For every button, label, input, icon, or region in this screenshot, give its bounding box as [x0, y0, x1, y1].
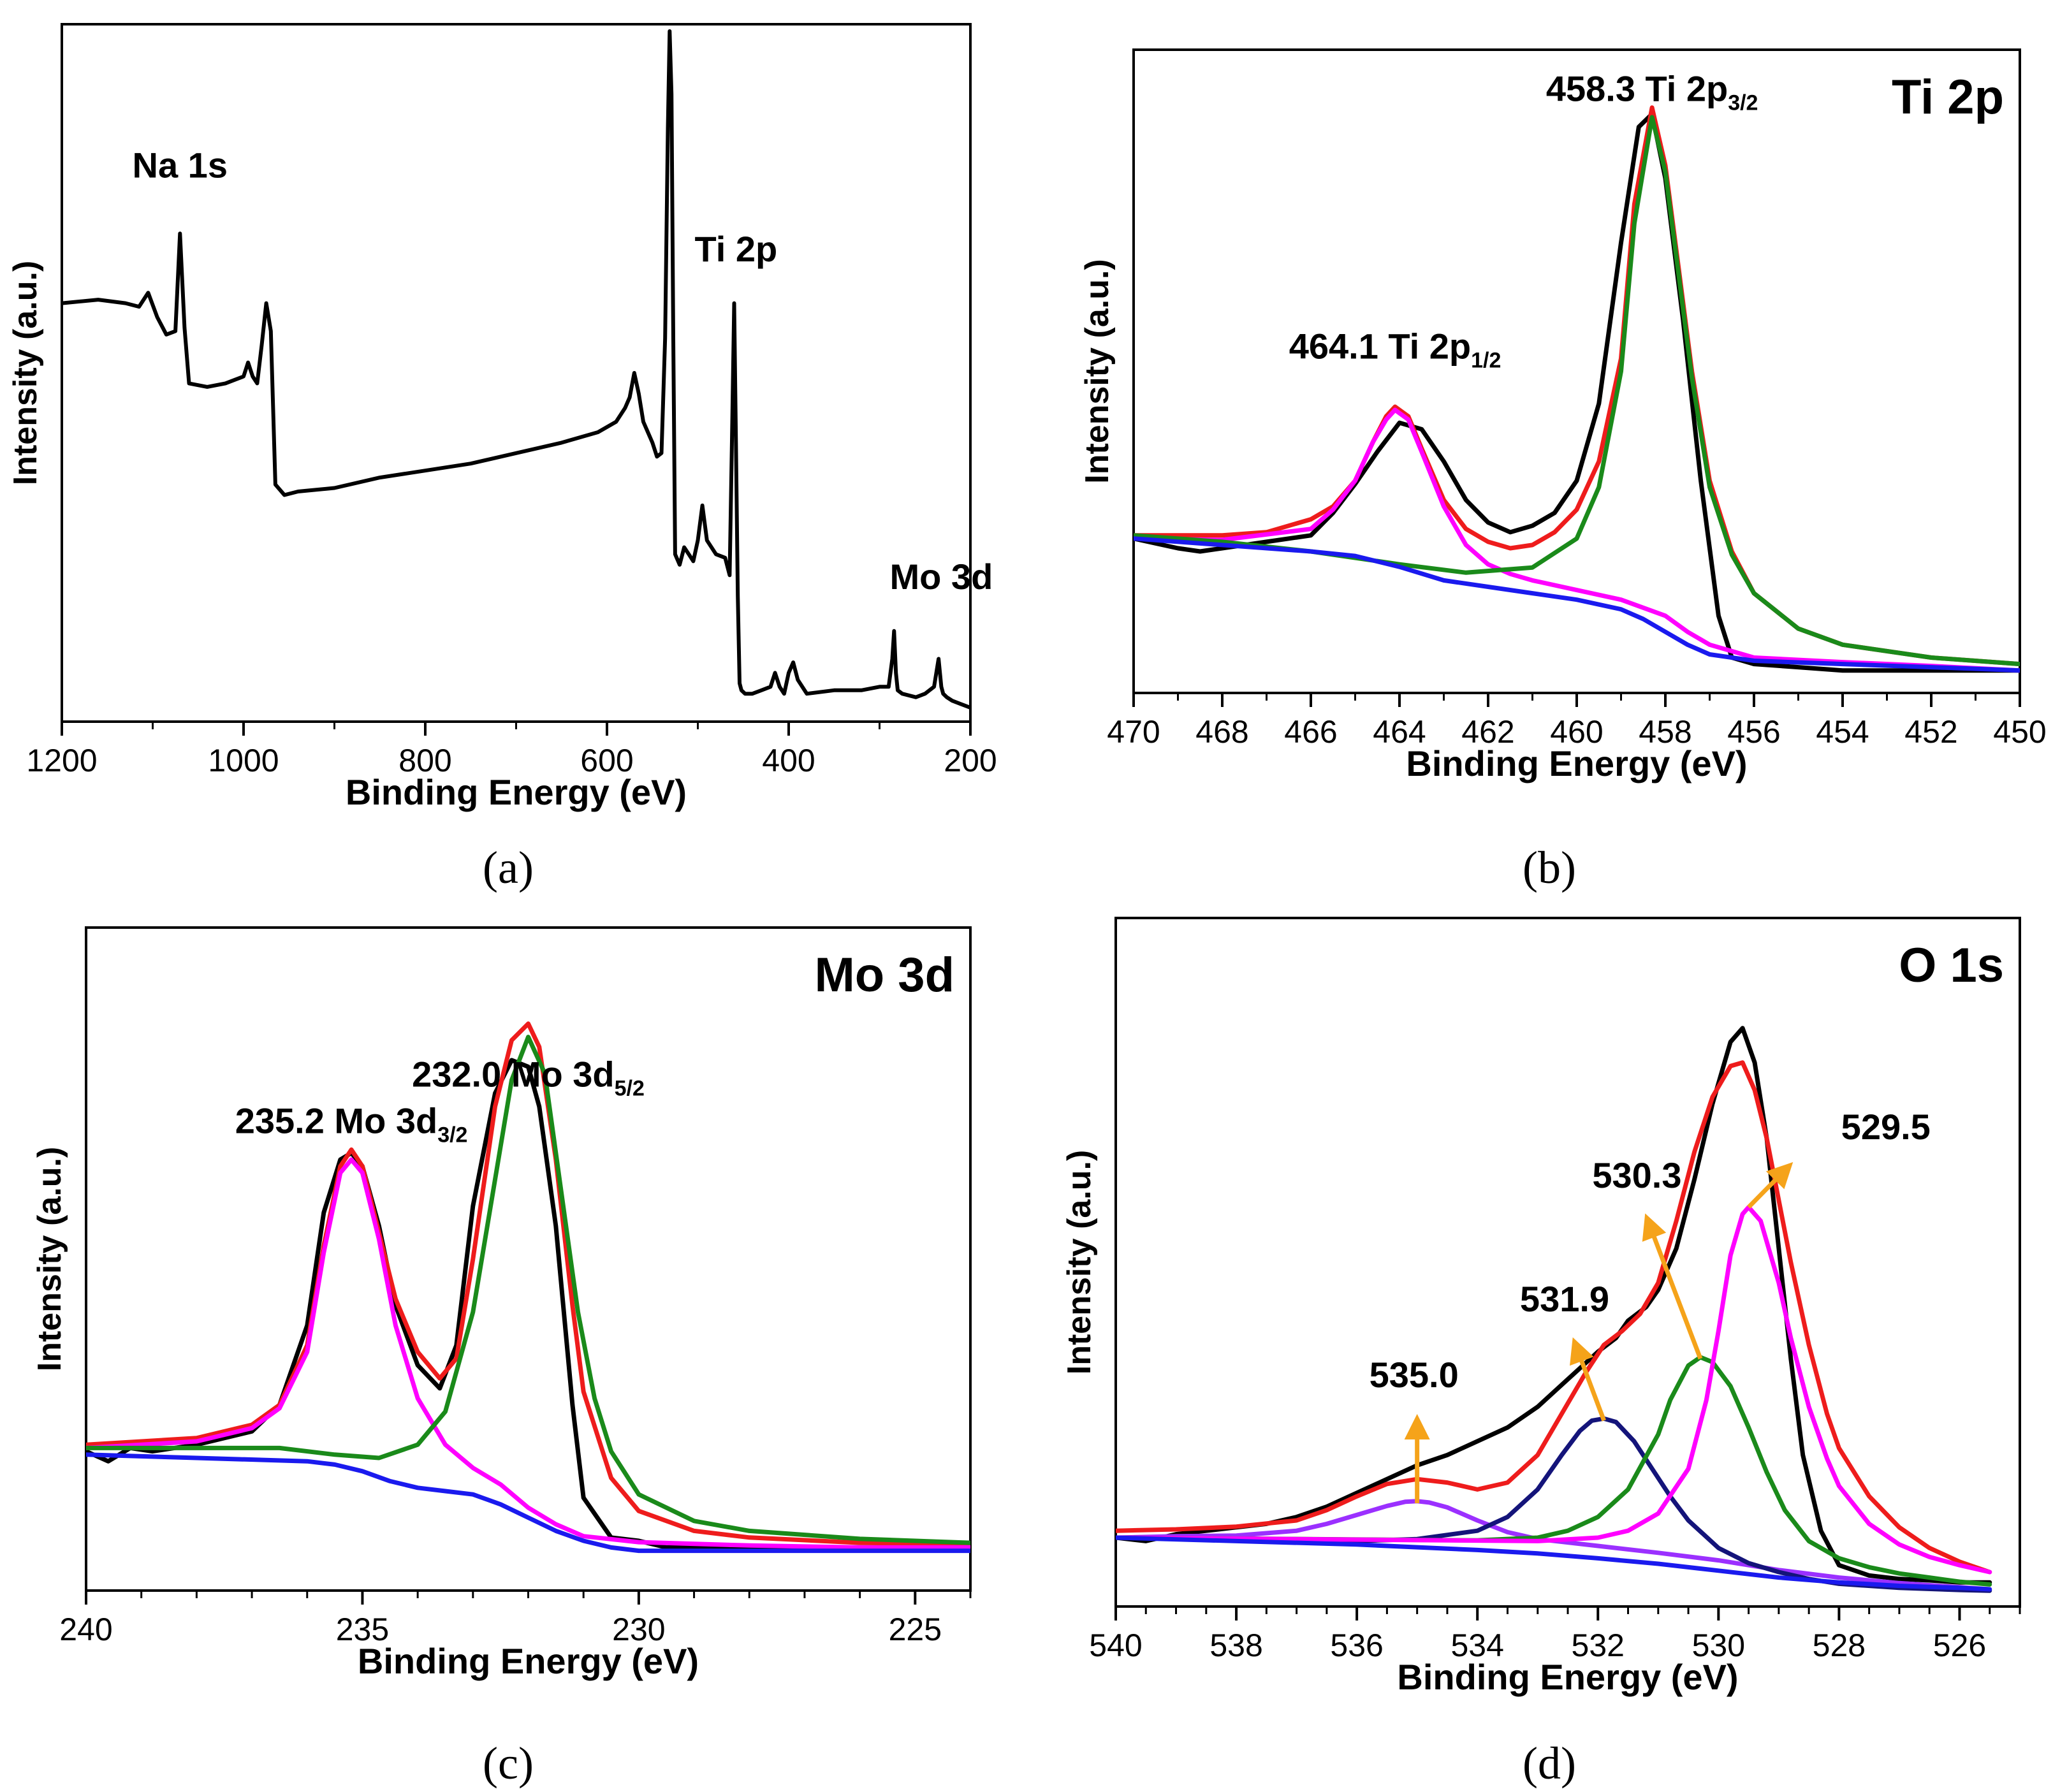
x-tick-label: 470 — [1107, 714, 1160, 750]
peak-label: 531.9 — [1520, 1279, 1609, 1319]
series-535-0 — [1116, 1499, 1992, 1592]
axes-frame — [61, 23, 972, 723]
peak-arrow-head — [1570, 1337, 1594, 1366]
series-ti2p1-2 — [1134, 407, 2020, 673]
panel-label: (a) — [483, 842, 534, 893]
series-mo3d3-2 — [86, 1157, 970, 1550]
panel-title-tag: Mo 3d — [814, 948, 954, 1002]
series-background — [1134, 536, 2020, 673]
x-tick-label: 235 — [336, 1612, 389, 1647]
peak-label: 530.3 — [1592, 1155, 1681, 1195]
series-ti2p3-2 — [1134, 115, 2020, 667]
peak-label: 232.0 Mo 3d5/2 — [412, 1054, 645, 1101]
x-tick-label: 240 — [59, 1612, 112, 1647]
x-tick-label: 536 — [1330, 1628, 1383, 1663]
x-tick-label: 464 — [1373, 714, 1426, 750]
panel-b: 470 468 466 464 462 460 458 456 454 452 450 Binding… — [1079, 48, 2047, 893]
series-mo3d5-2 — [86, 1035, 970, 1545]
x-tick-label: 1200 — [26, 743, 97, 778]
x-tick-label: 456 — [1727, 714, 1780, 750]
x-tick-label: 452 — [1904, 714, 1957, 750]
panel-title-tag: O 1s — [1899, 938, 2004, 993]
x-tick-label: 538 — [1209, 1628, 1262, 1663]
x-tick-label: 450 — [1993, 714, 2046, 750]
peak-label: 529.5 — [1841, 1107, 1931, 1147]
x-tick-label: 200 — [944, 743, 997, 778]
x-tick-label: 458 — [1639, 714, 1691, 750]
series-envelope — [86, 1021, 970, 1547]
series-530-3 — [1116, 1355, 1992, 1587]
peak-label: 235.2 Mo 3d3/2 — [235, 1100, 468, 1147]
x-tick-label: 454 — [1816, 714, 1869, 750]
x-tick-label: 230 — [612, 1612, 665, 1647]
panel-label: (c) — [483, 1738, 534, 1789]
panel-d: 540 538 536 534 532 530 528 526 Binding Energy (… — [1061, 917, 2021, 1789]
panel-title-tag: Ti 2p — [1892, 70, 2004, 124]
x-tick-label: 600 — [580, 743, 633, 778]
series-survey — [62, 29, 970, 710]
peak-arrow-head — [1765, 1162, 1794, 1190]
panel-label: (b) — [1523, 842, 1576, 893]
x-tick-label: 540 — [1089, 1628, 1142, 1663]
peak-arrow-head — [1642, 1213, 1667, 1242]
x-tick-label: 225 — [889, 1612, 942, 1647]
y-axis-label: Intensity (a.u.) — [31, 1147, 68, 1371]
y-axis-label: Intensity (a.u.) — [1061, 1150, 1098, 1374]
peak-label: 535.0 — [1370, 1355, 1459, 1395]
series-raw — [86, 1058, 970, 1550]
peak-annotation: Na 1s — [133, 145, 228, 186]
x-tick-label: 800 — [398, 743, 451, 778]
panel-a: 1200 1000 800 600 400 200 Binding Energy (eV) I… — [7, 23, 997, 893]
axes-frame — [1114, 917, 2021, 1608]
x-tick-label: 462 — [1461, 714, 1514, 750]
x-axis-label: Binding Energy (eV) — [346, 772, 687, 812]
series-background — [86, 1452, 970, 1554]
x-axis-label: Binding Energy (eV) — [1406, 743, 1747, 783]
peak-arrow — [1649, 1229, 1703, 1360]
series-529-5 — [1116, 1205, 1992, 1575]
x-tick-label: 468 — [1195, 714, 1248, 750]
series-envelope — [1134, 105, 2020, 667]
x-tick-label: 526 — [1933, 1628, 1986, 1663]
x-tick-label: 1000 — [208, 743, 279, 778]
panel-c: 240 235 230 225 Binding Energy (eV) Intensity… — [31, 926, 972, 1789]
peak-annotation: Ti 2p — [695, 229, 778, 269]
peak-arrow — [1577, 1353, 1606, 1422]
x-tick-label: 400 — [762, 743, 815, 778]
peak-arrow-head — [1404, 1414, 1430, 1439]
panel-label: (d) — [1523, 1738, 1576, 1789]
x-tick-label: 534 — [1450, 1628, 1503, 1663]
x-tick-label: 466 — [1284, 714, 1337, 750]
x-tick-label: 530 — [1692, 1628, 1745, 1663]
series-background — [1116, 1535, 1992, 1592]
peak-label: 458.3 Ti 2p3/2 — [1546, 69, 1758, 115]
y-axis-label: Intensity (a.u.) — [7, 261, 44, 485]
x-tick-label: 460 — [1550, 714, 1603, 750]
x-tick-label: 528 — [1813, 1628, 1866, 1663]
series-envelope — [1116, 1060, 1992, 1575]
peak-label: 464.1 Ti 2p1/2 — [1289, 326, 1501, 372]
y-axis-label: Intensity (a.u.) — [1079, 259, 1116, 483]
x-tick-label: 532 — [1572, 1628, 1625, 1663]
series-raw — [1134, 112, 2020, 673]
peak-annotation: Mo 3d — [890, 557, 993, 597]
x-axis-label: Binding Energy (eV) — [1397, 1657, 1738, 1697]
axes-frame — [1132, 48, 2021, 694]
x-axis-label: Binding Energy (eV) — [358, 1641, 699, 1681]
